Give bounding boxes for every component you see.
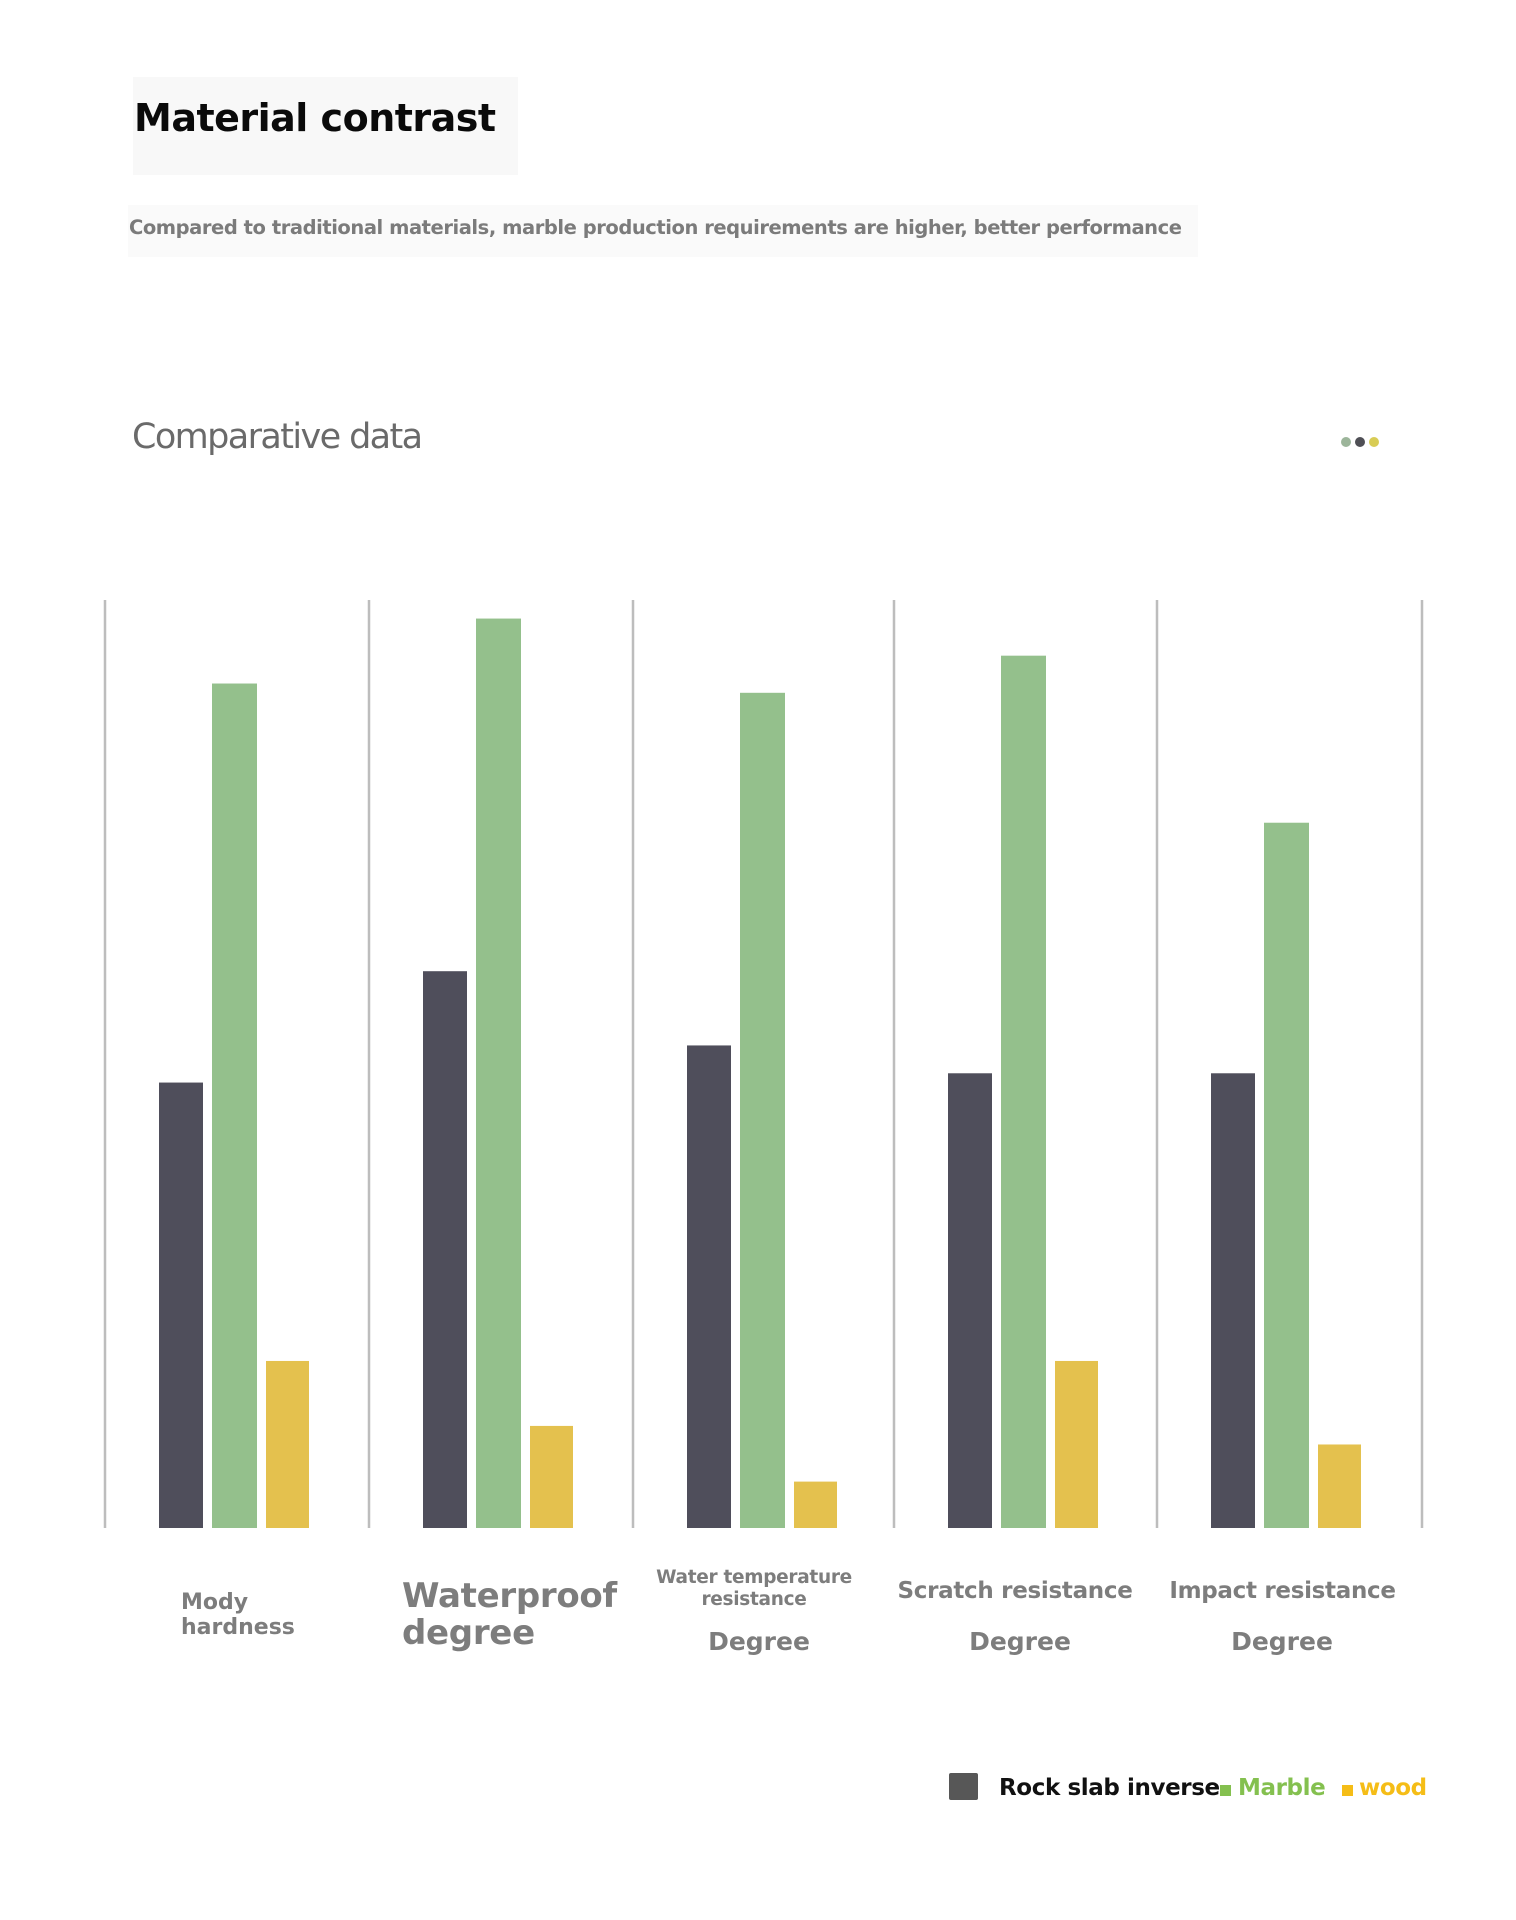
more-dots-icon[interactable]: [1341, 437, 1379, 447]
category-label-line: resistance: [701, 1589, 807, 1610]
dot-dark: [1355, 437, 1365, 447]
category-label-mody-hardness: Mody hardness: [181, 1590, 295, 1640]
category-label-line: Mody: [181, 1590, 249, 1615]
category-label-scratch-resistance: Scratch resistance: [897, 1578, 1133, 1604]
legend-swatch-wood: [1342, 1785, 1353, 1796]
bar-group: [687, 692, 837, 1528]
gridlines: [103, 600, 1424, 1528]
category-label-water-temperature: Water temperature resistance: [654, 1567, 854, 1611]
dot-yellow: [1369, 437, 1379, 447]
bar-rock-slab: [423, 971, 467, 1528]
bar-group: [159, 683, 309, 1528]
bar-wood: [1318, 1444, 1361, 1528]
legend-label-rock-slab: Rock slab inverse: [999, 1775, 1220, 1801]
bar-rock-slab: [948, 1073, 992, 1528]
page-subtitle: Compared to traditional materials, marbl…: [129, 216, 1182, 239]
bar-marble: [1001, 655, 1046, 1528]
bar-marble: [212, 683, 257, 1528]
category-label-line: Waterproof: [402, 1576, 617, 1616]
bar-group: [423, 618, 573, 1528]
bar-group: [948, 655, 1098, 1528]
bar-rock-slab: [1211, 1073, 1255, 1528]
category-label-degree: Degree: [969, 1627, 1071, 1656]
bar-marble: [1264, 822, 1309, 1528]
bar-marble: [476, 618, 521, 1528]
subtitle-background: [128, 205, 1198, 257]
bars: [159, 618, 1361, 1528]
bar-wood: [794, 1481, 837, 1528]
legend-swatch-marble: [1220, 1785, 1231, 1796]
dot-green: [1341, 437, 1351, 447]
title-background: [133, 77, 518, 175]
legend-label-marble: Marble: [1238, 1775, 1326, 1801]
category-label-line: Water temperature: [656, 1567, 852, 1588]
page-title: Material contrast: [134, 96, 496, 140]
category-label-line: hardness: [181, 1615, 295, 1640]
category-label-line: degree: [402, 1613, 535, 1653]
bar-wood: [1055, 1360, 1098, 1528]
bar-group: [1211, 822, 1361, 1528]
bar-rock-slab: [687, 1045, 731, 1528]
category-label-degree: Degree: [1231, 1627, 1333, 1656]
legend-swatch-rock-slab: [949, 1773, 978, 1800]
bar-rock-slab: [159, 1082, 203, 1528]
bar-marble: [740, 692, 785, 1528]
category-label-impact-resistance: Impact resistance: [1169, 1578, 1396, 1604]
bar-wood: [530, 1425, 573, 1528]
category-label-waterproof-degree: Waterproof degree: [402, 1578, 617, 1652]
category-label-degree: Degree: [708, 1627, 810, 1656]
chart-title: Comparative data: [132, 417, 423, 457]
bar-wood: [266, 1360, 309, 1528]
legend-label-wood: wood: [1359, 1775, 1427, 1801]
